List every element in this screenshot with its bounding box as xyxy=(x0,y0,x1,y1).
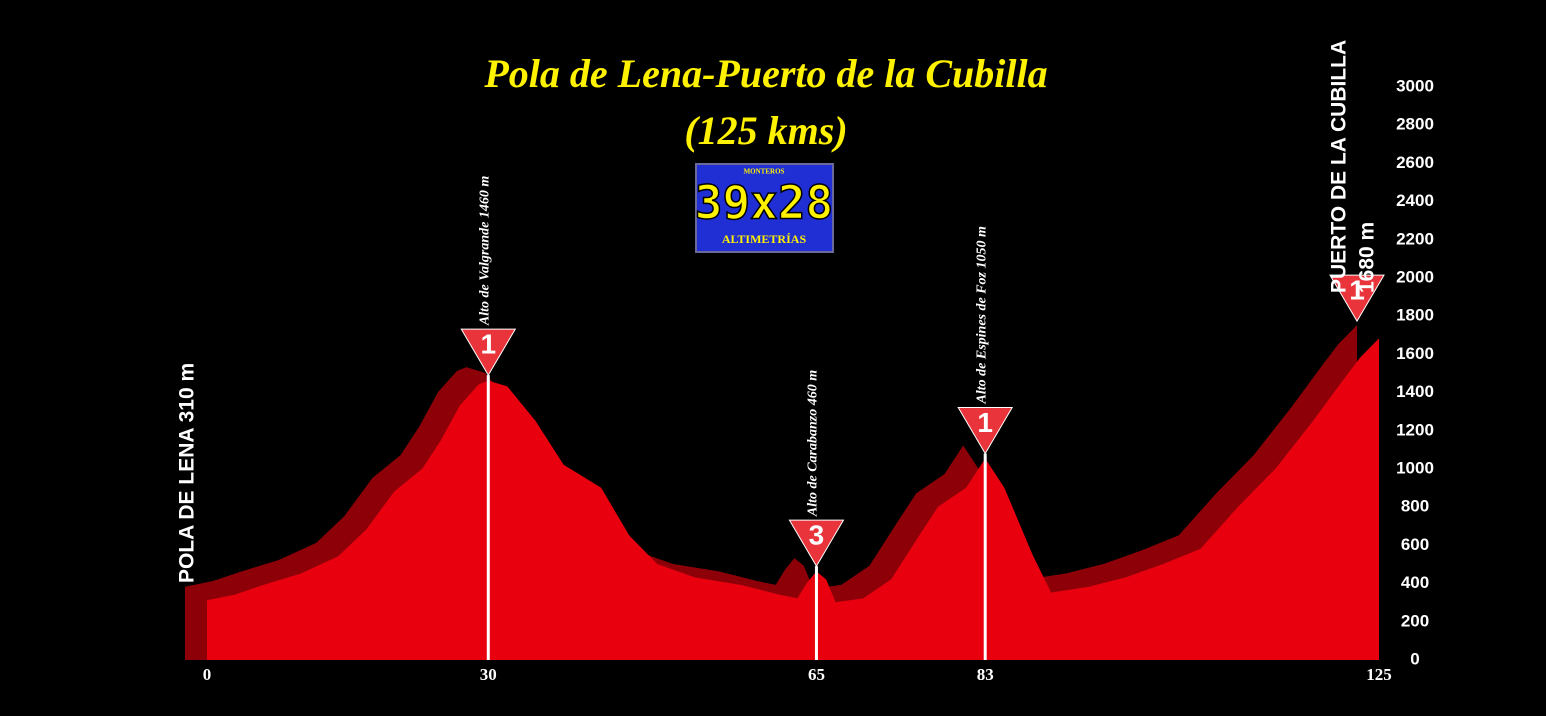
x-tick-label: 83 xyxy=(977,665,994,684)
logo-main: 39x28 xyxy=(695,176,833,230)
x-tick-label: 0 xyxy=(203,665,212,684)
y-tick-label: 2000 xyxy=(1396,267,1434,286)
y-tick-label: 600 xyxy=(1401,535,1429,554)
climb-label: Alto de Espines de Foz 1050 m xyxy=(974,226,989,404)
y-tick-label: 2200 xyxy=(1396,229,1434,248)
y-tick-label: 2400 xyxy=(1396,191,1434,210)
finish-label: 1680 m xyxy=(1356,222,1379,293)
y-tick-label: 1200 xyxy=(1396,420,1434,439)
x-tick-label: 125 xyxy=(1366,665,1392,684)
logo-box xyxy=(695,163,834,253)
x-tick-label: 30 xyxy=(480,665,497,684)
logo: MONTEROS 39x28 ALTIMETRÍAS xyxy=(694,163,834,253)
logo-top: MONTEROS xyxy=(744,168,785,176)
x-tick-label: 65 xyxy=(808,665,825,684)
category-marker xyxy=(1329,274,1385,323)
chart-subtitle: (125 kms) xyxy=(684,108,847,153)
profile-line xyxy=(206,338,1380,604)
y-tick-label: 200 xyxy=(1401,611,1429,630)
y-tick-label: 400 xyxy=(1401,573,1429,592)
climb-label: Alto de Carabanzo 460 m xyxy=(806,370,821,517)
category-marker xyxy=(957,406,1014,455)
climb-label: Alto de Valgrande 1460 m xyxy=(477,176,492,326)
chart-title: Pola de Lena-Puerto de la Cubilla xyxy=(483,51,1047,96)
category-label: 3 xyxy=(809,520,825,551)
logo-bottom: ALTIMETRÍAS xyxy=(722,232,807,246)
y-tick-label: 800 xyxy=(1401,497,1429,516)
category-marker xyxy=(460,328,517,377)
category-label: 1 xyxy=(1349,275,1365,306)
y-tick-label: 2600 xyxy=(1396,153,1434,172)
category-marker xyxy=(788,519,845,568)
y-tick-label: 0 xyxy=(1410,649,1419,668)
y-tick-label: 1000 xyxy=(1396,458,1434,477)
y-tick-label: 3000 xyxy=(1396,76,1434,95)
y-tick-label: 1400 xyxy=(1396,382,1434,401)
y-tick-label: 2800 xyxy=(1396,115,1434,134)
category-label: 1 xyxy=(977,407,993,438)
category-label: 1 xyxy=(480,329,496,360)
y-tick-label: 1600 xyxy=(1396,344,1434,363)
y-tick-label: 1800 xyxy=(1396,306,1434,325)
profile-area xyxy=(207,339,1379,660)
finish-label: PUERTO DE LA CUBILLA xyxy=(1328,40,1351,293)
start-label: POLA DE LENA 310 m xyxy=(176,363,199,583)
